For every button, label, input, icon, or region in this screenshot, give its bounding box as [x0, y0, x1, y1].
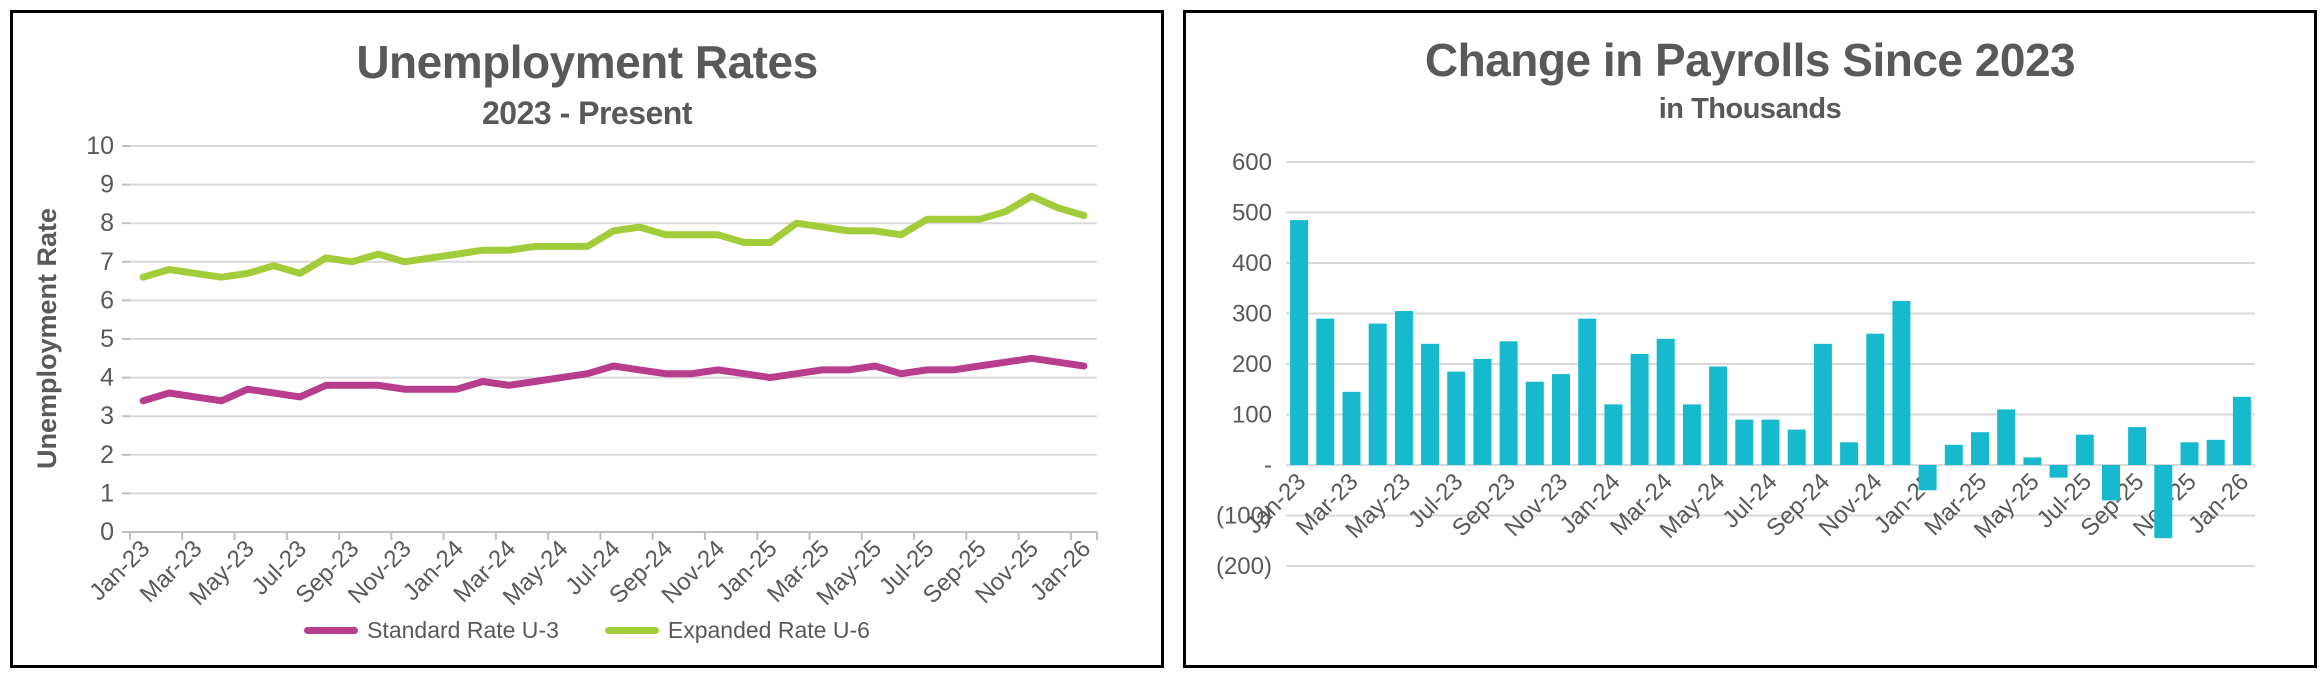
bar-Aug-25	[2102, 465, 2120, 501]
right-chart-subtitle: in Thousands	[1658, 93, 1842, 125]
svg-text:-: -	[1264, 452, 1272, 479]
svg-text:(100): (100)	[1216, 503, 1272, 530]
bar-Jul-25	[2075, 434, 2094, 465]
left-chart-subtitle: 2023 - Present	[481, 95, 693, 131]
bar-Oct-23	[1525, 381, 1544, 465]
bar-Mar-25	[1971, 432, 1989, 465]
bar-May-23	[1394, 311, 1413, 465]
legend-item-u6: Expanded Rate U-6	[604, 617, 870, 644]
left-chart-x-tick-labels: Jan-23Mar-23May-23Jul-23Sep-23Nov-23Jan-…	[84, 535, 1096, 611]
bar-Jun-23	[1421, 343, 1439, 465]
bar-Jun-25	[2049, 465, 2068, 478]
bar-Nov-24	[1866, 333, 1885, 465]
svg-text:1: 1	[100, 479, 114, 507]
bar-Sep-23	[1499, 341, 1518, 465]
svg-text:(200): (200)	[1216, 553, 1272, 580]
bar-Nov-25	[2180, 442, 2199, 465]
u6-legend-label: Expanded Rate U-6	[667, 617, 870, 643]
bar-Feb-23	[1316, 318, 1335, 465]
left-chart-title: Unemployment Rates	[356, 36, 818, 88]
bar-Apr-24	[1682, 404, 1701, 465]
line-chart-canvas: 109876543210Jan-23Mar-23May-23Jul-23Sep-…	[84, 132, 1098, 611]
svg-text:4: 4	[100, 364, 114, 392]
svg-text:200: 200	[1232, 351, 1272, 378]
bar-Jan-25	[1918, 465, 1937, 491]
left-chart-legend: Standard Rate U-3 Expanded Rate U-6	[13, 617, 1161, 644]
bar-Mar-23	[1342, 391, 1361, 465]
svg-text:9: 9	[100, 171, 114, 199]
left-chart-axes	[122, 145, 1098, 540]
bar-Sep-24	[1813, 343, 1832, 465]
legend-item-u3: Standard Rate U-3	[304, 617, 559, 644]
right-chart-title: Change in Payrolls Since 2023	[1424, 34, 2076, 86]
bar-Jan-26	[2232, 396, 2251, 465]
svg-text:300: 300	[1232, 301, 1272, 328]
bar-Jan-23	[1290, 220, 1309, 465]
right-chart-gridlines	[1286, 161, 2255, 567]
svg-text:Jan-26: Jan-26	[1025, 535, 1096, 606]
svg-text:3: 3	[100, 402, 114, 430]
bar-Apr-23	[1368, 323, 1387, 465]
bar-Aug-24	[1787, 429, 1806, 465]
svg-text:5: 5	[100, 325, 114, 353]
line-series-u3	[139, 354, 1088, 405]
bar-Aug-23	[1473, 358, 1492, 465]
svg-text:8: 8	[100, 209, 114, 237]
bar-Mar-24	[1656, 338, 1675, 466]
svg-text:10: 10	[86, 132, 114, 160]
bar-Dec-24	[1892, 300, 1911, 465]
u3-line-swatch	[304, 627, 359, 634]
bar-Dec-23	[1578, 318, 1597, 465]
unemployment-rates-chart-panel: Unemployment Rates 2023 - Present Unempl…	[10, 10, 1164, 668]
svg-text:Jan-26: Jan-26	[2183, 468, 2254, 539]
bar-Jul-24	[1761, 419, 1780, 466]
svg-text:0: 0	[100, 518, 114, 546]
svg-text:600: 600	[1232, 149, 1272, 176]
svg-text:500: 500	[1232, 200, 1272, 227]
bar-May-24	[1709, 366, 1728, 465]
u3-legend-label: Standard Rate U-3	[367, 617, 559, 643]
svg-text:400: 400	[1232, 250, 1272, 277]
bar-chart-canvas: 600500400300200100-(100)(200)Jan-23Mar-2…	[1216, 149, 2255, 580]
bar-Jul-23	[1447, 371, 1466, 465]
bar-Feb-24	[1630, 353, 1649, 465]
left-chart-gridlines	[130, 145, 1097, 495]
bar-Jan-24	[1604, 404, 1623, 465]
bar-Nov-23	[1552, 374, 1570, 465]
payrolls-chart-panel: Change in Payrolls Since 2023 in Thousan…	[1183, 10, 2317, 668]
bar-Apr-25	[1997, 409, 2016, 465]
line-series-u6	[139, 192, 1088, 281]
bar-Sep-25	[2128, 427, 2147, 465]
svg-text:100: 100	[1232, 402, 1272, 429]
bar-Jun-24	[1735, 419, 1754, 466]
right-chart-y-tick-labels: 600 500 400 300 200 100 - (100) (200)	[1216, 149, 1272, 580]
bar-Feb-25	[1944, 444, 1963, 465]
svg-text:7: 7	[100, 248, 114, 276]
bar-Oct-25	[2154, 465, 2173, 539]
svg-text:2: 2	[100, 441, 114, 469]
payroll-bars	[1290, 220, 2251, 539]
u6-line-swatch	[604, 627, 659, 634]
svg-text:6: 6	[100, 286, 114, 314]
bar-May-25	[2023, 457, 2042, 465]
bar-Oct-24	[1840, 442, 1859, 465]
bar-Dec-25	[2206, 439, 2225, 466]
